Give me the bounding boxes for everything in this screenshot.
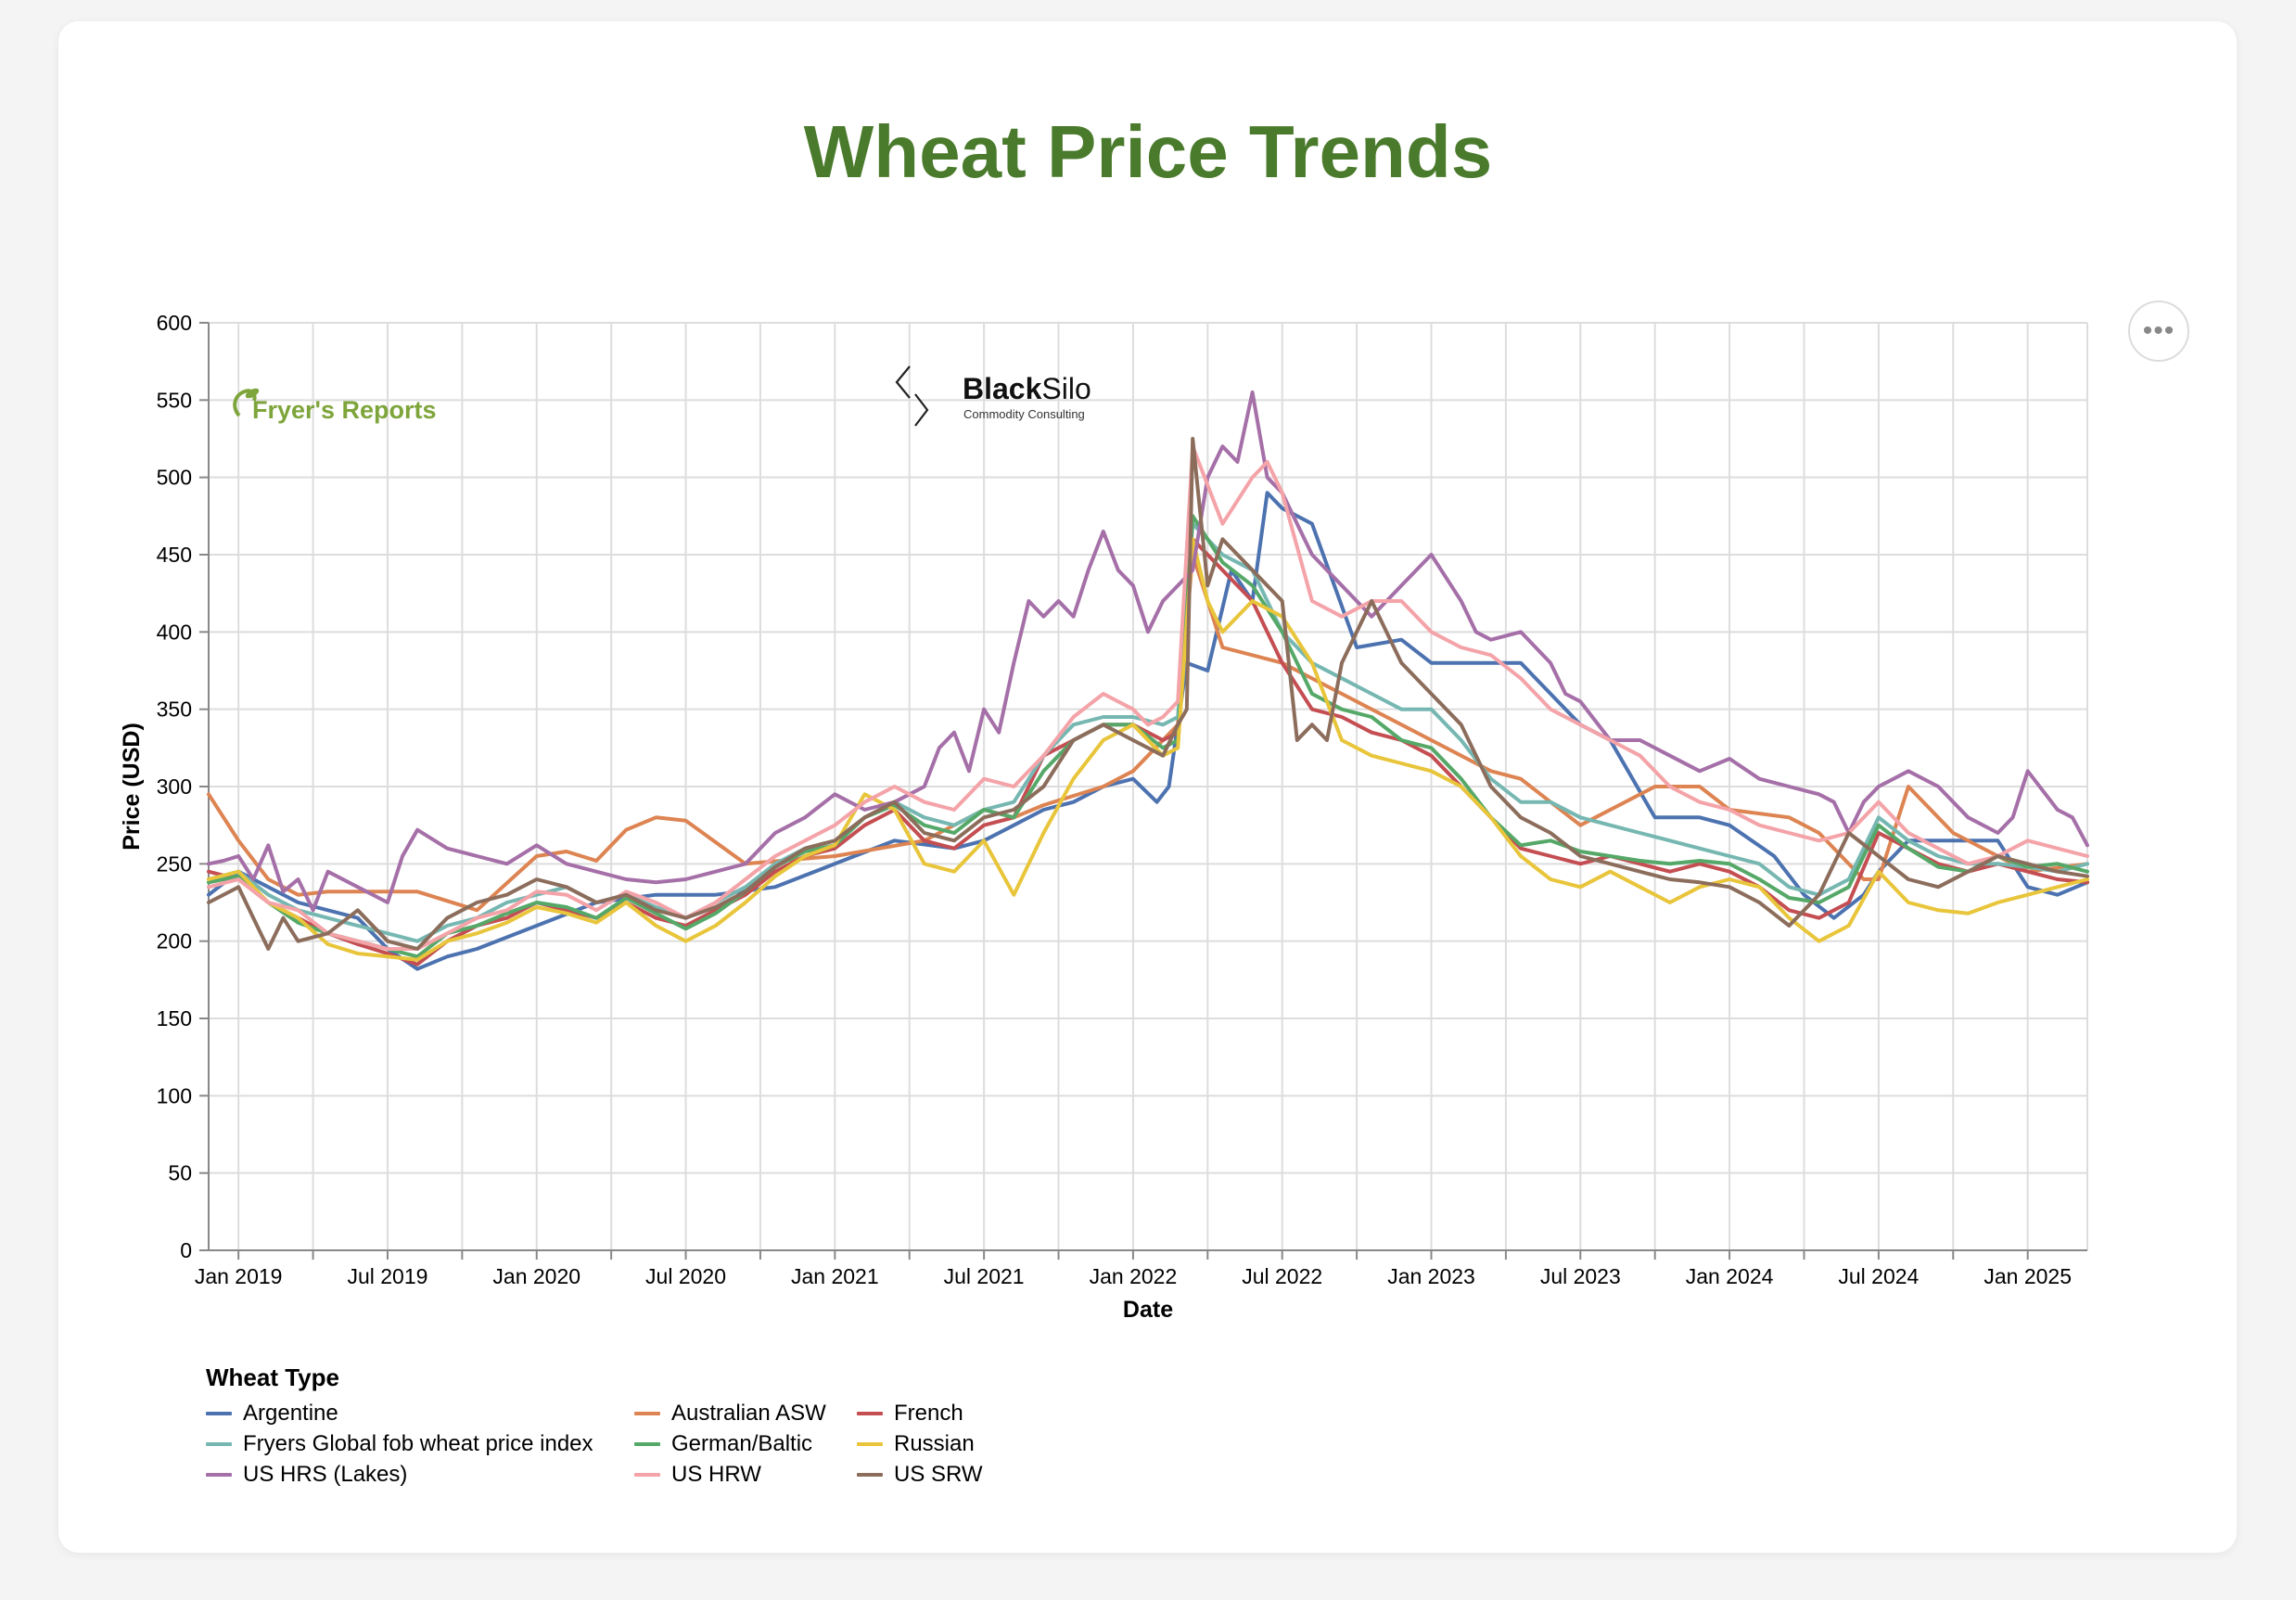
more-options-button[interactable]: ••• <box>2128 301 2189 362</box>
x-tick-label: Jan 2024 <box>1686 1264 1774 1288</box>
legend-swatch <box>206 1411 232 1415</box>
legend-label: Fryers Global fob wheat price index <box>243 1430 593 1456</box>
x-tick-label: Jan 2025 <box>1983 1264 2072 1288</box>
legend-swatch <box>857 1441 883 1446</box>
fryers-logo-text: Fryer's Reports <box>252 396 437 424</box>
legend-item[interactable]: Australian ASW <box>634 1400 857 1427</box>
chart-series <box>207 390 2089 971</box>
more-horizontal-icon: ••• <box>2142 315 2175 346</box>
y-tick-label: 550 <box>157 388 192 412</box>
legend-item[interactable]: Fryers Global fob wheat price index <box>206 1430 634 1457</box>
legend-items: Argentine Australian ASW French Fryers Glob… <box>206 1400 1098 1488</box>
chart-title: Wheat Price Trends <box>803 110 1493 193</box>
x-tick-label: Jul 2021 <box>944 1264 1025 1288</box>
blacksilo-tagline: Commodity Consulting <box>963 407 1085 421</box>
legend-item[interactable]: Argentine <box>206 1400 634 1427</box>
y-tick-label: 0 <box>180 1238 192 1262</box>
legend-label: Russian <box>894 1430 975 1456</box>
legend-swatch <box>634 1472 660 1477</box>
legend-item[interactable]: US HRS (Lakes) <box>206 1461 634 1488</box>
y-tick-label: 350 <box>157 698 192 722</box>
legend-item[interactable]: French <box>857 1400 1098 1427</box>
chart-legend: Wheat Type Argentine Australian ASW French… <box>206 1363 1098 1488</box>
x-tick-label: Jul 2020 <box>645 1264 726 1288</box>
y-tick-label: 450 <box>157 543 192 567</box>
fryers-leaf-icon <box>245 388 260 399</box>
fryers-reports-logo: Fryer's Reports <box>233 388 437 424</box>
x-tick-label: Jul 2022 <box>1242 1264 1322 1288</box>
y-tick-label: 200 <box>157 929 192 954</box>
series-line-us-srw <box>207 437 2089 951</box>
chart-logos: Fryer's Reports BlackSilo Commodity Cons… <box>233 365 1091 427</box>
blacksilo-name: BlackSilo <box>963 372 1091 405</box>
legend-label: US SRW <box>894 1461 983 1487</box>
chart-grid <box>209 322 2088 1251</box>
series-line-us-hrw <box>207 444 2089 951</box>
x-tick-label: Jul 2023 <box>1540 1264 1621 1288</box>
y-tick-label: 150 <box>157 1006 192 1030</box>
legend-item[interactable]: US SRW <box>857 1461 1098 1488</box>
y-tick-label: 500 <box>157 466 192 490</box>
legend-item[interactable]: German/Baltic <box>634 1430 857 1457</box>
legend-swatch <box>857 1472 883 1477</box>
legend-swatch <box>206 1472 232 1477</box>
y-tick-label: 250 <box>157 851 192 876</box>
x-tick-label: Jan 2020 <box>492 1264 580 1288</box>
series-line-australian-asw <box>207 553 2089 913</box>
x-tick-label: Jan 2022 <box>1090 1264 1178 1288</box>
blacksilo-logo: BlackSilo Commodity Consulting <box>895 365 1091 427</box>
series-line-german-baltic <box>207 514 2089 959</box>
legend-label: Argentine <box>243 1400 338 1426</box>
legend-swatch <box>206 1441 232 1446</box>
legend-title: Wheat Type <box>206 1363 339 1391</box>
legend-label: French <box>894 1400 963 1426</box>
legend-swatch <box>857 1411 883 1415</box>
legend-label: Australian ASW <box>671 1400 826 1426</box>
y-tick-label: 50 <box>168 1161 192 1185</box>
blacksilo-bracket-icon <box>895 365 929 427</box>
x-tick-label: Jan 2023 <box>1387 1264 1475 1288</box>
y-tick-label: 300 <box>157 774 192 799</box>
x-tick-label: Jan 2019 <box>195 1264 283 1288</box>
x-tick-label: Jul 2019 <box>347 1264 427 1288</box>
legend-label: US HRS (Lakes) <box>243 1461 408 1487</box>
legend-label: US HRW <box>671 1461 761 1487</box>
x-tick-label: Jul 2024 <box>1838 1264 1919 1288</box>
legend-swatch <box>634 1441 660 1446</box>
legend-label: German/Baltic <box>671 1430 813 1456</box>
x-tick-label: Jan 2021 <box>791 1264 879 1288</box>
legend-swatch <box>634 1411 660 1415</box>
y-tick-label: 400 <box>157 620 192 644</box>
y-tick-label: 600 <box>157 311 192 335</box>
series-line-russian <box>207 537 2089 962</box>
y-tick-label: 100 <box>157 1083 192 1107</box>
x-axis-title: Date <box>1123 1297 1173 1323</box>
series-line-us-hrs-lakes- <box>207 390 2089 913</box>
y-axis-title: Price (USD) <box>119 723 145 851</box>
legend-item[interactable]: US HRW <box>634 1461 857 1488</box>
legend-item[interactable]: Russian <box>857 1430 1098 1457</box>
chart-axes: 0 50 100 150 200 250 300 350 400 450 500 550 600 Jan … <box>119 311 2087 1323</box>
